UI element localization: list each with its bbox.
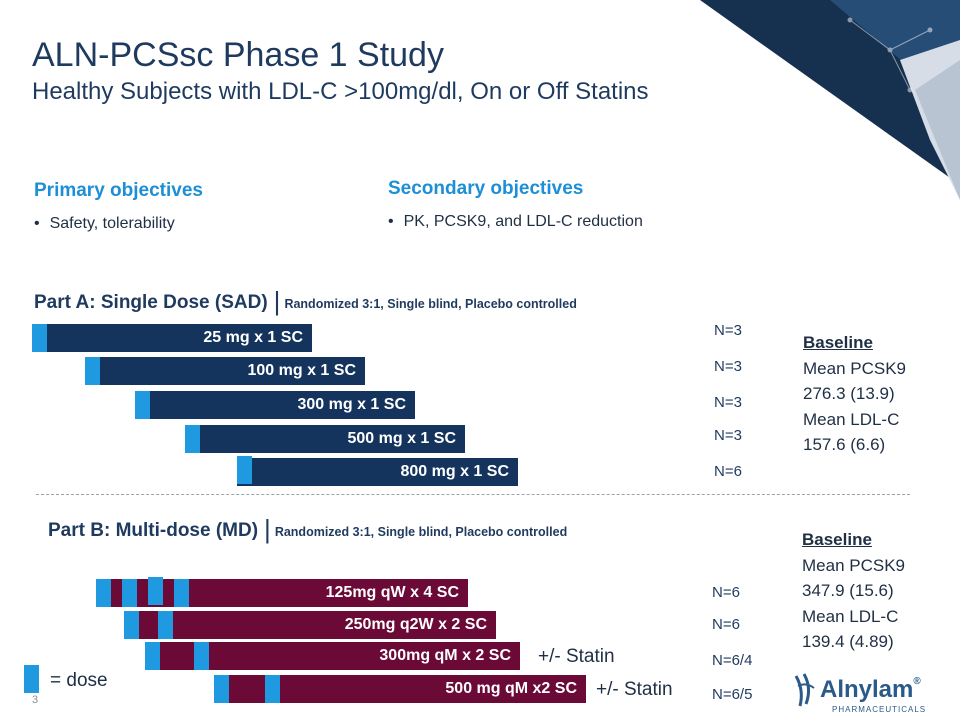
part-b-heading: Part B: Multi-dose (MD) | Randomized 3:1, … bbox=[48, 514, 568, 544]
corner-decoration bbox=[700, 0, 960, 200]
sad-cohort-bar: 500 mg x 1 SC bbox=[185, 425, 465, 453]
statin-note: +/- Statin bbox=[596, 679, 673, 700]
page-number: 3 bbox=[32, 694, 39, 706]
separator-bar: | bbox=[264, 514, 271, 544]
primary-objective-item: • Safety, tolerability bbox=[34, 215, 175, 232]
sad-cohort-bar: 100 mg x 1 SC bbox=[85, 357, 365, 385]
sad-cohort-bar: 25 mg x 1 SC bbox=[32, 324, 312, 352]
mad-cohort-bar: 250mg q2W x 2 SC bbox=[124, 611, 496, 639]
secondary-objectives-heading: Secondary objectives bbox=[388, 178, 584, 199]
cohort-n: N=3 bbox=[714, 427, 742, 444]
part-b-baseline: Baseline Mean PCSK9 347.9 (15.6) Mean LD… bbox=[802, 527, 905, 655]
cohort-n: N=3 bbox=[714, 358, 742, 375]
dose-marker bbox=[185, 425, 200, 453]
dose-marker bbox=[158, 611, 173, 639]
part-b-subheading: Randomized 3:1, Single blind, Placebo co… bbox=[274, 525, 568, 539]
bullet-icon: • bbox=[388, 213, 394, 230]
page-subtitle: Healthy Subjects with LDL-C >100mg/dl, O… bbox=[32, 78, 649, 105]
dose-marker bbox=[194, 642, 209, 670]
cohort-n: N=6/4 bbox=[712, 652, 753, 669]
baseline-heading: Baseline bbox=[803, 333, 873, 352]
sad-cohort-bar: 800 mg x 1 SC bbox=[237, 458, 518, 486]
divider bbox=[36, 494, 910, 495]
baseline-heading: Baseline bbox=[802, 530, 872, 549]
cohort-n: N=6 bbox=[712, 584, 740, 601]
page-title: ALN-PCSsc Phase 1 Study bbox=[32, 36, 444, 74]
separator-bar: | bbox=[273, 286, 281, 316]
primary-objectives-heading: Primary objectives bbox=[34, 180, 203, 201]
dose-marker bbox=[237, 456, 252, 484]
sad-cohort-bar: 300 mg x 1 SC bbox=[135, 391, 415, 419]
cohort-n: N=6 bbox=[712, 616, 740, 633]
cohort-n: N=6 bbox=[714, 463, 742, 480]
dose-legend-label: = dose bbox=[50, 670, 108, 691]
dose-marker bbox=[85, 357, 100, 385]
part-a-subheading: Randomized 3:1, Single blind, Placebo co… bbox=[284, 297, 577, 311]
dose-marker bbox=[214, 675, 229, 703]
logo-icon bbox=[794, 673, 815, 707]
dose-marker bbox=[145, 642, 160, 670]
dose-marker bbox=[32, 324, 47, 352]
dose-legend-swatch bbox=[24, 665, 39, 693]
secondary-objective-item: • PK, PCSK9, and LDL-C reduction bbox=[388, 213, 643, 230]
company-logo: Alnylam® PHARMACEUTICALS bbox=[792, 670, 942, 716]
dose-marker bbox=[174, 579, 189, 607]
cohort-n: N=6/5 bbox=[712, 686, 753, 703]
dose-marker bbox=[148, 577, 163, 605]
statin-note: +/- Statin bbox=[538, 646, 615, 667]
dose-marker bbox=[122, 579, 137, 607]
dose-marker bbox=[135, 391, 150, 419]
dose-marker bbox=[96, 579, 111, 607]
part-a-heading: Part A: Single Dose (SAD) | Randomized 3:1… bbox=[34, 286, 577, 316]
cohort-n: N=3 bbox=[714, 322, 742, 339]
part-a-baseline: Baseline Mean PCSK9 276.3 (13.9) Mean LD… bbox=[803, 330, 906, 458]
bullet-icon: • bbox=[34, 215, 40, 232]
dose-marker bbox=[124, 611, 139, 639]
dose-marker bbox=[265, 675, 280, 703]
cohort-n: N=3 bbox=[714, 394, 742, 411]
